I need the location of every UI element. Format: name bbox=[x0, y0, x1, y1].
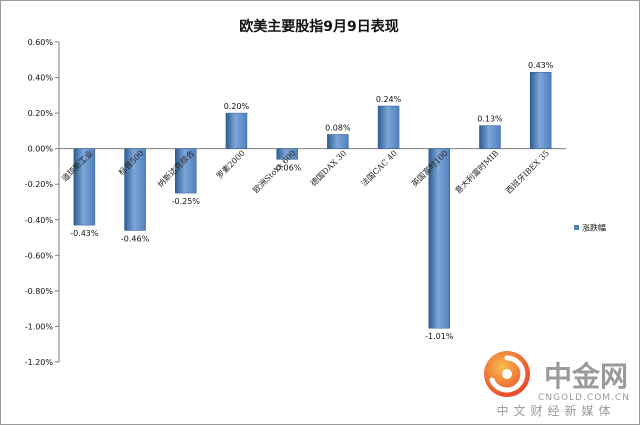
data-label: -1.01% bbox=[425, 332, 454, 341]
bar bbox=[327, 134, 349, 149]
bars-group bbox=[73, 71, 552, 329]
category-label: 罗素2000 bbox=[214, 148, 247, 181]
data-label: 0.13% bbox=[477, 115, 503, 124]
bar bbox=[479, 125, 501, 149]
legend-swatch bbox=[574, 225, 579, 230]
data-label: -0.46% bbox=[121, 234, 150, 243]
bar bbox=[175, 148, 197, 194]
bar bbox=[377, 105, 400, 149]
bar bbox=[428, 148, 450, 329]
data-label: 0.20% bbox=[224, 102, 250, 111]
cngold-logo-icon bbox=[484, 351, 530, 397]
y-tick-label: -0.40% bbox=[25, 216, 54, 225]
chart-title: 欧美主要股指9月9日表现 bbox=[239, 18, 398, 35]
y-tick-label: 0.60% bbox=[28, 38, 54, 47]
bar bbox=[124, 148, 146, 231]
y-tick-label: -0.60% bbox=[25, 251, 54, 260]
y-tick-label: 0.00% bbox=[28, 145, 54, 154]
y-tick-label: -1.00% bbox=[25, 322, 54, 331]
category-label: 法国CAC 40 bbox=[359, 148, 399, 188]
category-label: 意大利富时MIB bbox=[453, 148, 501, 196]
bar bbox=[225, 112, 248, 149]
data-label: -0.43% bbox=[70, 229, 99, 238]
watermark-slogan: 中文财经新媒体 bbox=[496, 403, 615, 418]
bar bbox=[529, 71, 552, 149]
watermark-url: CNGOLD.COM.CN bbox=[538, 393, 630, 403]
bar bbox=[73, 148, 96, 226]
y-tick-label: -1.20% bbox=[25, 358, 54, 367]
data-label: 0.43% bbox=[528, 61, 554, 70]
y-axis: 0.60% 0.40% 0.20% 0.00% -0.20% -0.40% -0.60% -0… bbox=[25, 38, 566, 367]
data-labels-group: -0.43% -0.46% -0.25% 0.20% -0.06% 0.08% 0.24% -… bbox=[70, 61, 554, 341]
bar bbox=[276, 148, 298, 160]
category-label: 西班牙IBEX 35 bbox=[503, 148, 551, 196]
y-tick-label: -0.20% bbox=[25, 180, 54, 189]
y-tick-label: 0.40% bbox=[28, 74, 54, 83]
data-label: 0.24% bbox=[376, 95, 402, 104]
legend-label: 涨跌幅 bbox=[582, 223, 606, 233]
y-tick-label: -0.80% bbox=[25, 287, 54, 296]
watermark: 中金网 CNGOLD.COM.CN 中文财经新媒体 bbox=[484, 351, 630, 418]
data-label: -0.06% bbox=[273, 163, 302, 172]
legend: 涨跌幅 bbox=[574, 223, 606, 233]
data-label: 0.08% bbox=[325, 123, 351, 132]
watermark-brand: 中金网 bbox=[544, 360, 628, 393]
category-label: 德国DAX 30 bbox=[308, 148, 348, 188]
data-label: -0.25% bbox=[172, 197, 201, 206]
y-tick-label: 0.20% bbox=[28, 109, 54, 118]
